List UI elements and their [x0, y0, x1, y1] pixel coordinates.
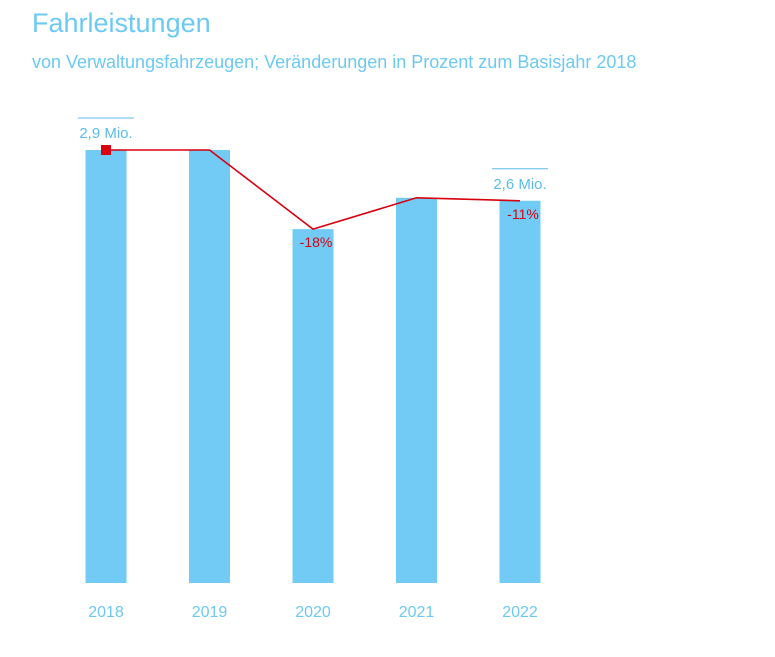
x-tick-2021: 2021	[399, 604, 435, 621]
bar-2019	[189, 150, 230, 583]
bar-2020	[292, 229, 334, 584]
chart-subtitle: von Verwaltungsfahrzeugen; Veränderungen…	[32, 52, 637, 72]
percent-label-2020: -18%	[300, 234, 333, 250]
bar-2022	[499, 200, 541, 584]
chart-title: Fahrleistungen	[32, 8, 211, 38]
change-line	[106, 149, 521, 231]
percent-label-2022: -11%	[507, 206, 539, 222]
value-label-2018: 2,9 Mio.	[79, 125, 132, 142]
x-tick-2018: 2018	[88, 604, 124, 621]
bar-2018	[85, 150, 127, 583]
x-tick-2020: 2020	[295, 604, 331, 621]
x-axis-ticks: 2018 2019 2020 2021 2022	[88, 604, 538, 621]
percent-labels: -18% -11%	[300, 206, 539, 250]
bars-group	[85, 150, 541, 584]
change-line-group	[101, 145, 521, 231]
x-tick-2022: 2022	[502, 604, 538, 621]
bar-2021	[396, 197, 437, 584]
value-labels: 2,9 Mio. 2,6 Mio.	[78, 117, 548, 193]
value-label-2022: 2,6 Mio.	[493, 176, 546, 193]
base-year-marker	[101, 145, 111, 155]
x-tick-2019: 2019	[192, 604, 228, 621]
